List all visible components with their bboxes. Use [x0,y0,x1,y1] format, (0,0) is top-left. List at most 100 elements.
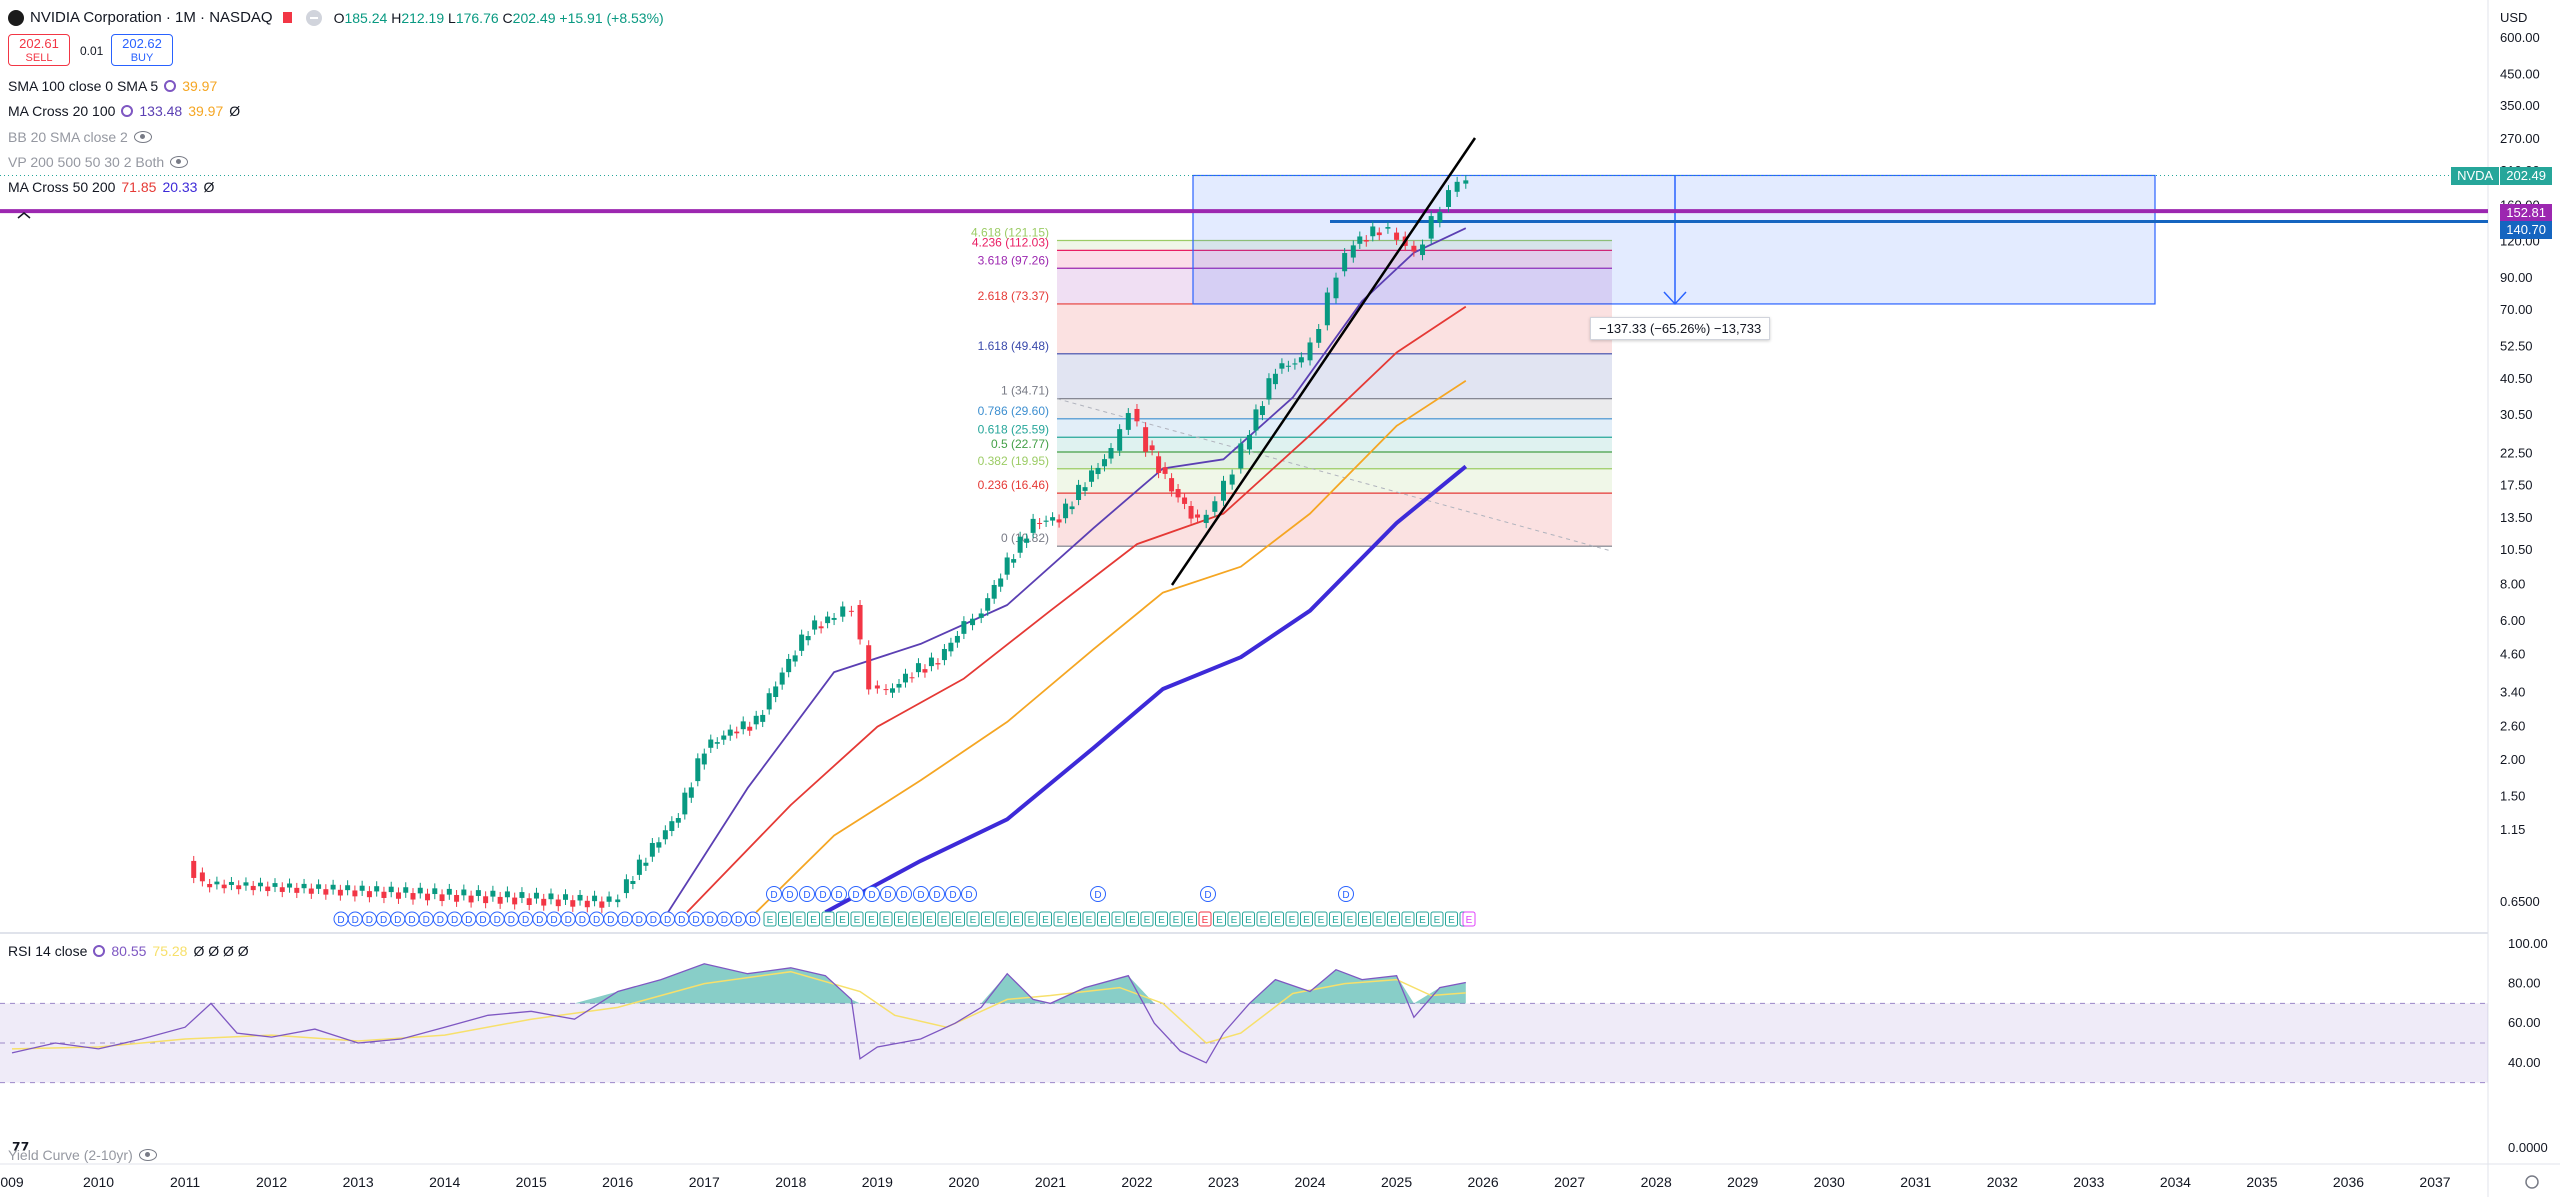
candle-body [941,648,947,661]
candle-body [337,889,343,896]
dividend-marker: D [1200,886,1216,902]
svg-text:D: D [522,915,529,926]
svg-text:E: E [955,915,962,926]
price-axis-label: 70.00 [2500,302,2533,317]
legend-ma-cross-50-200[interactable]: MA Cross 50 200 71.85 20.33 Ø [8,179,214,195]
candle-body [1298,357,1304,363]
fib-label: 0.382 (19.95) [978,454,1049,468]
time-axis-label: 2020 [948,1174,979,1190]
dividend-marker: D [1338,886,1354,902]
svg-text:D: D [465,915,472,926]
rsi-ma-line [11,970,1466,1050]
dividend-marker: D [660,911,676,927]
candle-body [615,899,621,903]
price-axis-label: 2.00 [2500,752,2525,767]
candle-body [623,879,629,894]
svg-text:D: D [884,890,891,901]
earnings-marker: E [981,911,994,927]
candle-body [519,892,525,898]
candle-body [818,626,824,629]
svg-text:E: E [1332,915,1339,926]
candle-body [308,888,314,894]
earnings-marker: E [1329,911,1342,927]
currency-label[interactable]: USD [2500,10,2528,25]
candle-body [1069,506,1075,510]
svg-text:E: E [1434,915,1441,926]
candle-body [1156,456,1162,473]
candle-body [1342,253,1348,272]
time-axis-label: 2027 [1554,1174,1585,1190]
svg-text:E: E [999,915,1006,926]
earnings-marker: E [1358,911,1371,927]
candle-body [831,617,837,620]
candle-body [243,882,249,886]
legend-ma-cross-20-100[interactable]: MA Cross 20 100 133.48 39.97 Ø [8,103,240,119]
high-value: 212.19 [401,9,445,26]
fib-band [1057,398,1612,419]
open-value: 185.24 [344,9,388,26]
candle-body [504,891,510,898]
earnings-marker: E [1445,911,1458,927]
candle-body [890,688,896,693]
dividend-marker: D [766,886,782,902]
candle-body [374,886,380,892]
hidden-eye-icon[interactable] [133,131,152,143]
dividend-marker: D [896,886,912,902]
legend-yield-curve[interactable]: Yield Curve (2-10yr) [8,1147,157,1163]
svg-text:D: D [1204,890,1211,901]
candle-body [1050,517,1056,521]
candle-body [1463,180,1469,184]
legend-rsi[interactable]: RSI 14 close 80.55 75.28 Ø Ø Ø Ø [8,943,249,959]
fib-label: 2.618 (73.37) [978,289,1049,303]
legend-vp[interactable]: VP 200 500 50 30 2 Both [8,154,189,170]
legend-sma100[interactable]: SMA 100 close 0 SMA 5 39.97 [8,78,217,94]
legend-ma50200-value1: 71.85 [121,179,157,195]
candle-body [695,758,701,782]
earnings-marker: E [1068,911,1081,927]
dividend-marker: D [376,911,392,927]
dividend-marker: D [518,911,534,927]
svg-text:D: D [621,915,628,926]
candle-body [403,887,409,893]
buy-button[interactable]: 202.62 BUY [111,34,173,66]
candle-body [954,635,960,643]
rsi-name: RSI 14 close [8,943,88,959]
candle-body [475,890,481,896]
candle-body [1259,406,1265,416]
svg-text:D: D [352,915,359,926]
flag-icon[interactable] [282,12,292,23]
measure-arrow-head [1663,291,1687,306]
svg-text:D: D [749,915,756,926]
hidden-eye-icon[interactable] [138,1149,157,1161]
candle-body [1143,427,1149,452]
candle-body [915,663,921,673]
close-value: 202.49 [512,9,556,26]
candle-body [1095,467,1101,475]
settings-icon[interactable] [93,945,106,957]
legend-sma100-name: SMA 100 close 0 SMA 5 [8,78,159,94]
svg-text:E: E [984,915,991,926]
candle-body [541,898,547,906]
hidden-eye-icon[interactable] [170,156,189,168]
candle-body [773,686,779,698]
change-value: +15.91 (+8.53%) [559,9,664,26]
settings-icon[interactable] [121,105,134,117]
svg-text:E: E [1419,915,1426,926]
minus-icon[interactable] [305,9,322,26]
svg-text:D: D [819,890,826,901]
svg-text:E: E [1144,915,1151,926]
fib-label: 0.236 (16.46) [978,478,1049,492]
candle-body [1253,409,1259,431]
svg-text:E: E [767,915,774,926]
svg-text:D: D [607,915,614,926]
settings-icon[interactable] [164,80,177,92]
symbol-title[interactable]: NVIDIA Corporation · 1M · NASDAQ [30,9,273,26]
time-axis-label: 2017 [689,1174,720,1190]
svg-text:E: E [1231,915,1238,926]
sell-button[interactable]: 202.61 SELL [8,34,70,66]
candle-body [1221,480,1226,501]
svg-text:E: E [868,915,875,926]
candle-body [636,859,642,875]
legend-bb[interactable]: BB 20 SMA close 2 [8,129,152,145]
